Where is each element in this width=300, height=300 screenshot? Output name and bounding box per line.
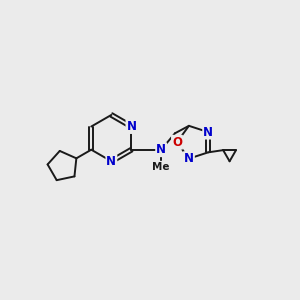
Text: N: N xyxy=(203,126,213,139)
Text: N: N xyxy=(126,120,136,133)
Text: N: N xyxy=(184,152,194,165)
Text: Me: Me xyxy=(152,162,170,172)
Text: N: N xyxy=(156,143,166,156)
Text: N: N xyxy=(106,155,116,168)
Text: O: O xyxy=(172,136,182,149)
